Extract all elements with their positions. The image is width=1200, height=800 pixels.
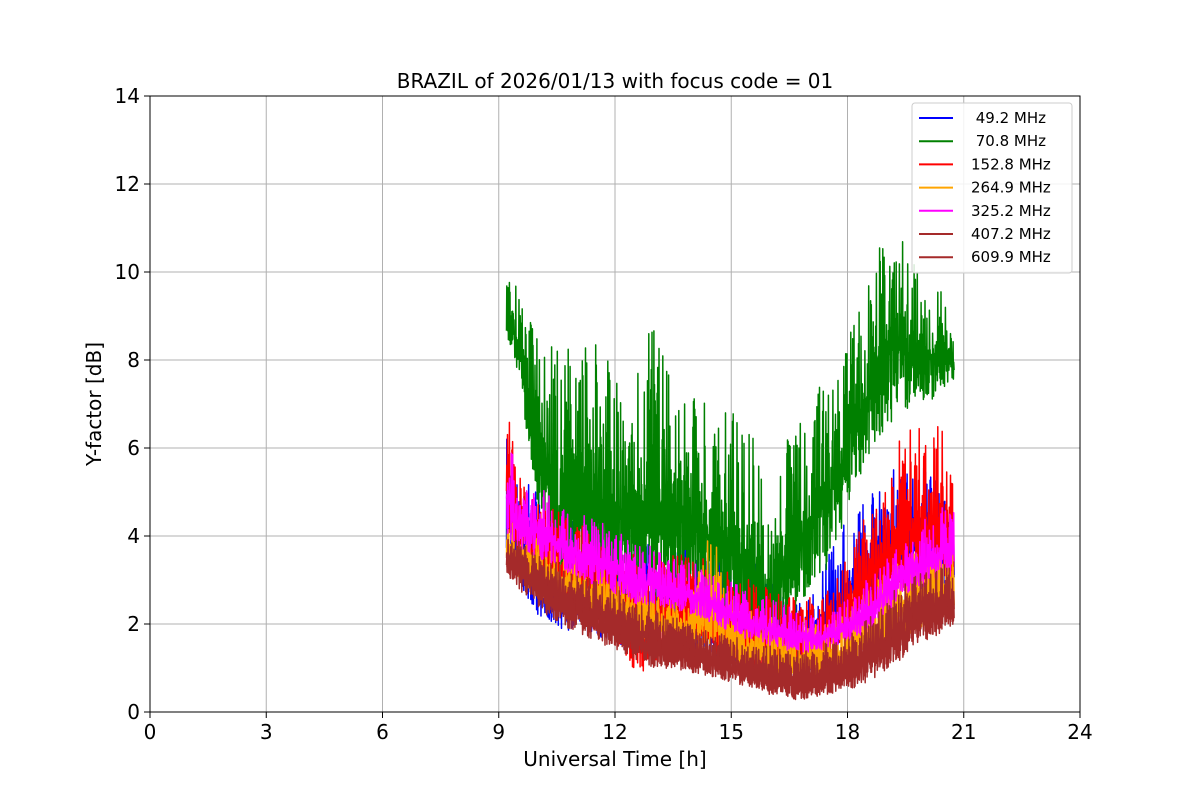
y-tick-label: 10 bbox=[115, 260, 140, 284]
legend-entry: 325.2 MHz bbox=[971, 202, 1051, 220]
legend: 49.2 MHz 70.8 MHz 152.8 MHz 264.9 MHz 325.2… bbox=[911, 102, 1073, 274]
y-axis-label: Y-factor [dB] bbox=[82, 342, 106, 467]
x-tick-label: 3 bbox=[260, 720, 273, 744]
series-line bbox=[505, 539, 955, 701]
y-tick-label: 14 bbox=[115, 84, 140, 108]
y-tick-label: 12 bbox=[115, 172, 140, 196]
x-tick-label: 24 bbox=[1067, 720, 1092, 744]
y-tick-label: 0 bbox=[127, 700, 140, 724]
x-tick-label: 0 bbox=[144, 720, 157, 744]
legend-entry: 609.9 MHz bbox=[971, 248, 1051, 266]
x-tick-label: 9 bbox=[492, 720, 505, 744]
chart-title: BRAZIL of 2026/01/13 with focus code = 0… bbox=[397, 69, 834, 93]
legend-entry: 70.8 MHz bbox=[971, 132, 1046, 150]
y-tick-label: 2 bbox=[127, 612, 140, 636]
x-tick-label: 21 bbox=[951, 720, 976, 744]
y-tick-label: 6 bbox=[127, 436, 140, 460]
series-line bbox=[505, 452, 955, 653]
x-tick-label: 12 bbox=[602, 720, 627, 744]
series-layer bbox=[505, 240, 955, 701]
legend-entry: 152.8 MHz bbox=[971, 155, 1051, 173]
x-tick-label: 6 bbox=[376, 720, 389, 744]
series-line bbox=[505, 240, 955, 655]
legend-entry: 264.9 MHz bbox=[971, 179, 1051, 197]
legend-entry: 407.2 MHz bbox=[971, 225, 1051, 243]
legend-entry: 49.2 MHz bbox=[971, 109, 1046, 127]
x-tick-label: 18 bbox=[835, 720, 860, 744]
legend-box bbox=[911, 102, 1073, 274]
y-tick-label: 8 bbox=[127, 348, 140, 372]
x-axis-label: Universal Time [h] bbox=[523, 747, 706, 771]
x-tick-label: 15 bbox=[719, 720, 744, 744]
y-tick-label: 4 bbox=[127, 524, 140, 548]
